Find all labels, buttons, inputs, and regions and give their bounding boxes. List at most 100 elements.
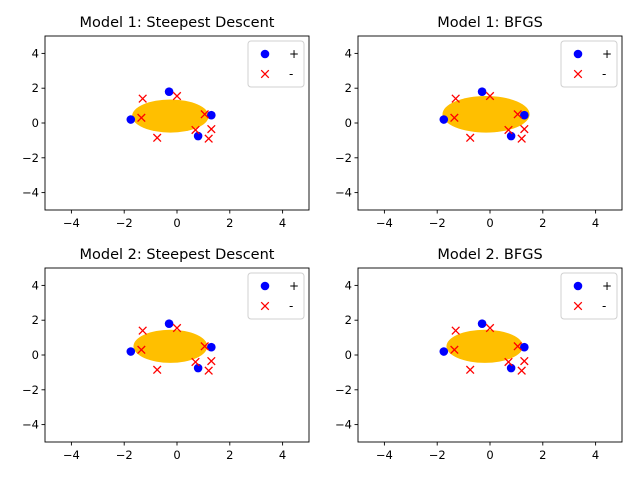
legend-marker-negative <box>573 69 583 79</box>
x-tick-label: −4 <box>63 448 80 462</box>
negative-point <box>513 342 522 351</box>
negative-point <box>485 323 495 333</box>
y-tick-label: −4 <box>335 418 352 432</box>
legend-label: + <box>289 279 299 293</box>
positive-point <box>506 363 516 373</box>
negative-point <box>152 365 162 375</box>
negative-point <box>200 342 209 351</box>
legend-label: - <box>289 299 293 313</box>
x-tick-label: 0 <box>173 216 180 230</box>
legend-label: + <box>289 47 299 61</box>
negative-point <box>204 366 213 375</box>
legend-marker-negative <box>573 301 583 311</box>
positive-point <box>126 115 136 124</box>
x-tick-label: 0 <box>173 448 180 462</box>
positive-point <box>506 131 516 141</box>
y-tick-label: −4 <box>22 418 39 432</box>
subplot-4: Model 2. BFGS −4 −2 0 2 4 −4 −2 0 2 4 + - <box>335 247 623 462</box>
negative-point <box>191 357 200 367</box>
x-tick-label: 4 <box>279 448 286 462</box>
negative-point <box>517 366 526 375</box>
x-tick-label: −4 <box>376 448 393 462</box>
y-tick-label: 2 <box>32 81 39 95</box>
decision-region <box>132 99 209 133</box>
negative-point <box>513 110 522 119</box>
positive-point <box>520 110 529 120</box>
positive-point <box>439 347 449 356</box>
x-tick-label: 0 <box>486 216 493 230</box>
negative-point <box>152 133 162 143</box>
positive-point <box>207 110 216 120</box>
negative-point <box>137 345 146 355</box>
y-tick-label: 0 <box>345 348 352 362</box>
decision-region <box>446 329 523 363</box>
y-tick-label: −2 <box>335 383 352 397</box>
y-tick-label: −2 <box>22 151 39 165</box>
legend: +- <box>247 272 305 320</box>
positive-point <box>193 363 203 373</box>
y-tick-label: 0 <box>32 116 39 130</box>
subplot-title: Model 2. BFGS <box>437 247 542 263</box>
y-tick-label: −2 <box>22 383 39 397</box>
legend-marker-positive <box>573 281 583 291</box>
positive-point <box>164 319 174 328</box>
positive-point <box>439 115 449 124</box>
x-tick-label: 0 <box>486 448 493 462</box>
negative-point <box>207 356 216 366</box>
legend-label: + <box>602 279 612 293</box>
positive-point <box>126 347 136 356</box>
negative-point <box>504 125 513 135</box>
y-tick-label: 2 <box>345 81 352 95</box>
x-tick-label: 4 <box>279 216 286 230</box>
negative-point <box>465 365 475 375</box>
x-tick-label: −2 <box>116 216 133 230</box>
negative-point <box>137 113 146 123</box>
y-tick-label: 4 <box>345 278 352 292</box>
negative-point <box>138 94 147 103</box>
subplot-title: Model 2: Steepest Descent <box>80 247 275 263</box>
negative-point <box>204 134 213 143</box>
x-tick-label: 4 <box>592 448 599 462</box>
x-tick-label: 2 <box>539 448 546 462</box>
legend-marker-positive <box>260 281 270 291</box>
y-tick-label: 0 <box>32 348 39 362</box>
negative-point <box>207 124 216 134</box>
x-tick-label: 2 <box>226 216 233 230</box>
negative-point <box>520 124 529 134</box>
y-tick-label: 2 <box>345 313 352 327</box>
negative-point <box>172 91 182 101</box>
negative-point <box>138 326 147 335</box>
y-tick-label: −4 <box>335 186 352 200</box>
subplot-title: Model 1: BFGS <box>437 15 543 31</box>
negative-point <box>451 326 460 335</box>
subplot-1: Model 1: Steepest Descent −4 −2 0 2 4 −4 −2 0 2 4 +… <box>22 15 310 230</box>
positive-point <box>477 87 487 96</box>
x-tick-label: −4 <box>63 216 80 230</box>
legend-label: - <box>289 67 293 81</box>
y-tick-label: 4 <box>32 278 39 292</box>
legend-label: - <box>602 299 606 313</box>
y-tick-label: 0 <box>345 116 352 130</box>
positive-point <box>520 342 529 352</box>
x-tick-label: 4 <box>592 216 599 230</box>
positive-point <box>207 342 216 352</box>
negative-point <box>451 94 460 103</box>
legend-marker-negative <box>260 301 270 311</box>
x-tick-label: −4 <box>376 216 393 230</box>
legend-label: + <box>602 47 612 61</box>
legend: +- <box>560 40 618 88</box>
subplot-title: Model 1: Steepest Descent <box>80 15 275 31</box>
x-tick-label: −2 <box>429 448 446 462</box>
negative-point <box>485 91 495 101</box>
negative-point <box>450 113 459 123</box>
decision-region <box>133 329 208 363</box>
x-tick-label: −2 <box>116 448 133 462</box>
negative-point <box>520 356 529 366</box>
negative-point <box>450 345 459 355</box>
y-tick-label: 4 <box>345 46 352 60</box>
legend-label: - <box>602 67 606 81</box>
legend: +- <box>247 40 305 88</box>
x-tick-label: −2 <box>429 216 446 230</box>
